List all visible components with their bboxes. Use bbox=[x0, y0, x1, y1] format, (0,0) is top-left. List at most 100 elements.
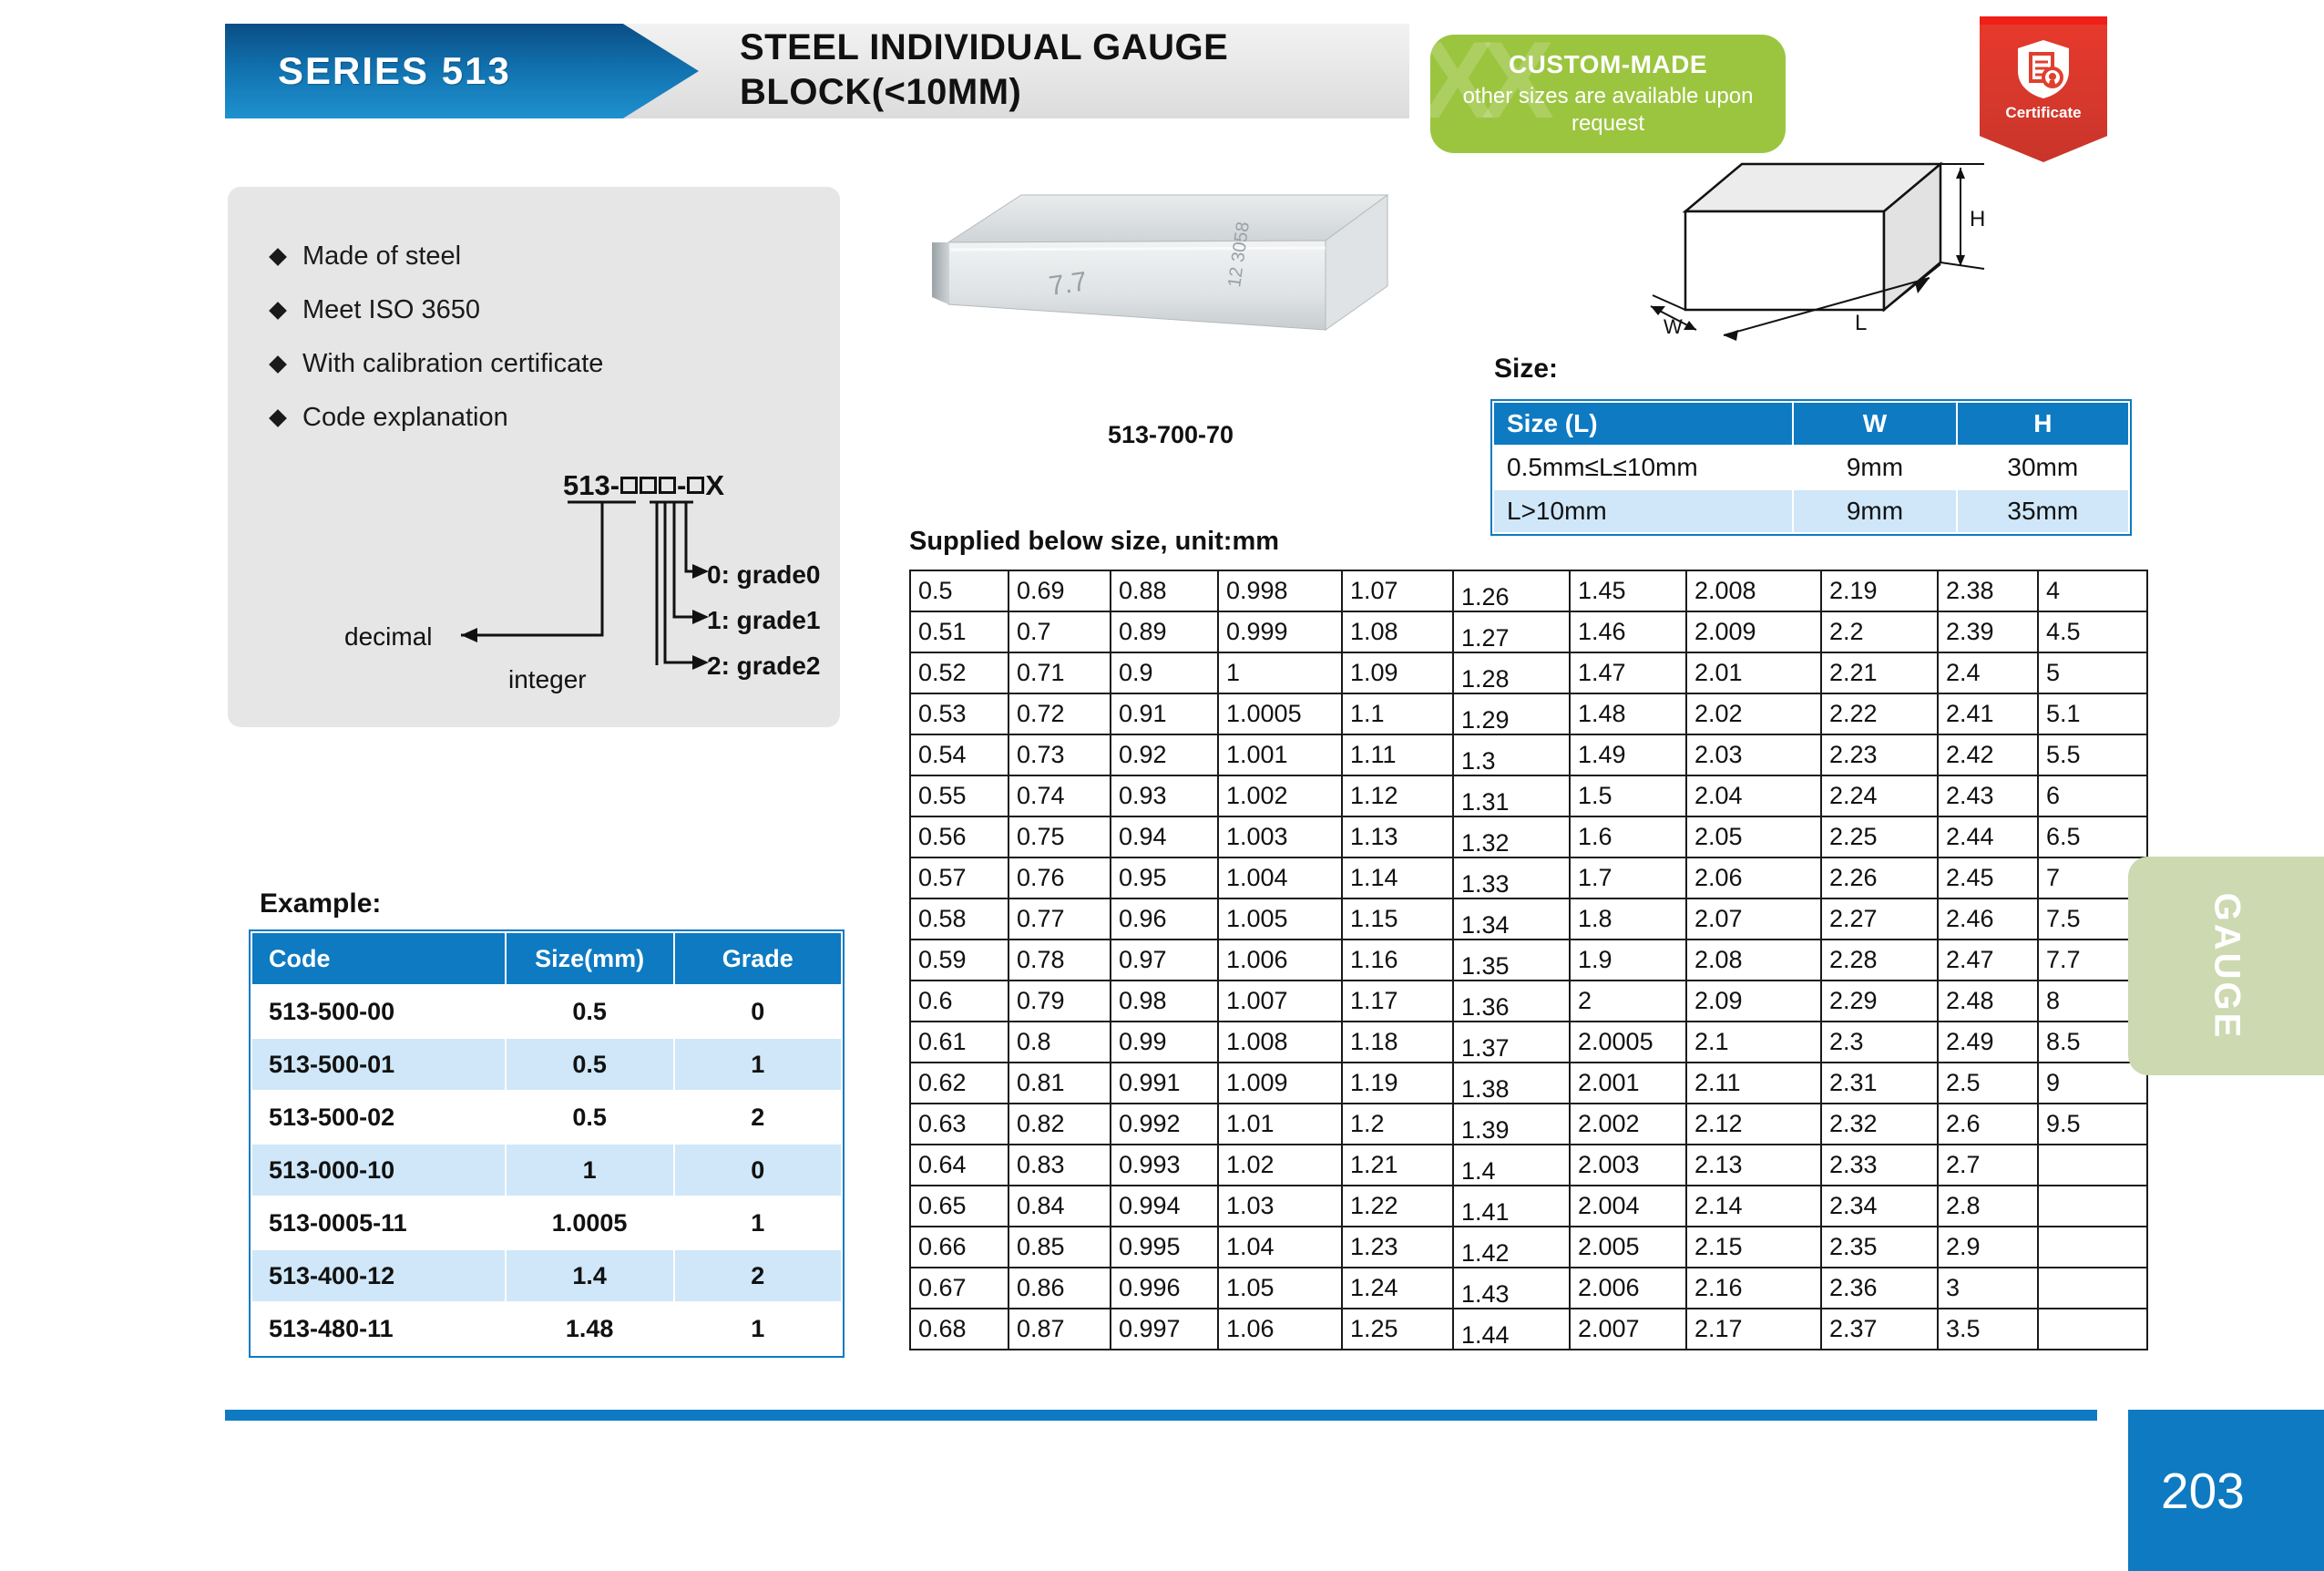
size-value-cell: 0.55 bbox=[909, 775, 1009, 817]
size-col-header: Size (L) bbox=[1491, 401, 1795, 447]
example-table: Code Size(mm) Grade 513-500-00 0.5 0 513-50… bbox=[251, 931, 843, 1356]
size-value-cell: 1.33 bbox=[1452, 857, 1571, 899]
size-value-cell: 2.002 bbox=[1569, 1103, 1687, 1145]
custom-made-banner: XX CUSTOM-MADE other sizes are available… bbox=[1430, 35, 1786, 153]
example-header-row: Code Size(mm) Grade bbox=[251, 931, 843, 986]
example-grade-cell: 1 bbox=[672, 1196, 843, 1250]
size-value-cell: 2.24 bbox=[1820, 775, 1939, 817]
size-value-cell: 1.06 bbox=[1217, 1308, 1343, 1350]
example-code-cell: 513-500-02 bbox=[251, 1090, 507, 1145]
size-value-cell: 2.03 bbox=[1685, 734, 1822, 776]
size-value-cell: 2.48 bbox=[1937, 980, 2039, 1022]
size-value-cell: 1.25 bbox=[1341, 1308, 1454, 1350]
table-row: 0.64 0.83 0.993 1.02 1.21 1.4 2.003 2.13 2.33 2.7 bbox=[909, 1144, 2148, 1186]
example-code-cell: 513-500-01 bbox=[251, 1037, 507, 1092]
size-value-cell: 1.03 bbox=[1217, 1185, 1343, 1227]
size-value-cell: 1.29 bbox=[1452, 693, 1571, 735]
example-col-header: Size(mm) bbox=[504, 931, 675, 986]
size-value-cell: 1.36 bbox=[1452, 980, 1571, 1022]
table-row: L>10mm 9mm 35mm bbox=[1491, 488, 2131, 534]
size-value-cell: 1.43 bbox=[1452, 1267, 1571, 1309]
size-value-cell: 2.008 bbox=[1685, 570, 1822, 612]
size-value-cell: 1.26 bbox=[1452, 570, 1571, 612]
size-value-cell bbox=[2037, 1185, 2148, 1227]
table-row: 513-000-10 1 0 bbox=[251, 1143, 843, 1197]
size-cell: 30mm bbox=[1955, 445, 2131, 490]
size-value-cell: 1.7 bbox=[1569, 857, 1687, 899]
size-value-cell: 2.31 bbox=[1820, 1062, 1939, 1104]
example-size-cell: 1 bbox=[504, 1143, 675, 1197]
example-size-cell: 1.0005 bbox=[504, 1196, 675, 1250]
example-grade-cell: 0 bbox=[672, 1143, 843, 1197]
size-value-cell: 2.33 bbox=[1820, 1144, 1939, 1186]
size-value-cell: 0.92 bbox=[1110, 734, 1219, 776]
size-table-header-row: Size (L) W H bbox=[1491, 401, 2131, 447]
page-number: 203 bbox=[2161, 1462, 2245, 1519]
size-value-cell: 0.83 bbox=[1008, 1144, 1111, 1186]
example-col-header: Grade bbox=[672, 931, 843, 986]
size-value-cell: 1.003 bbox=[1217, 816, 1343, 858]
size-value-cell: 0.71 bbox=[1008, 652, 1111, 694]
size-value-cell: 2.009 bbox=[1685, 611, 1822, 653]
size-value-cell: 2.09 bbox=[1685, 980, 1822, 1022]
code-explanation-diagram: 513- - X decimal integer 0 bbox=[344, 469, 821, 697]
size-value-cell: 0.73 bbox=[1008, 734, 1111, 776]
size-value-cell: 1.41 bbox=[1452, 1185, 1571, 1227]
bullet-diamond-icon bbox=[269, 354, 287, 374]
size-value-cell: 2.29 bbox=[1820, 980, 1939, 1022]
dim-h-label: H bbox=[1970, 207, 1985, 231]
certificate-badge: Certificate bbox=[1980, 16, 2107, 162]
size-value-cell: 0.96 bbox=[1110, 898, 1219, 940]
size-value-cell: 2.42 bbox=[1937, 734, 2039, 776]
size-table: Size (L) W H 0.5mm≤L≤10mm 9mm 30mm L>10m… bbox=[1491, 401, 2131, 534]
size-value-cell: 2.0005 bbox=[1569, 1021, 1687, 1063]
size-value-cell: 2.04 bbox=[1685, 775, 1822, 817]
product-code-caption: 513-700-70 bbox=[1107, 421, 1234, 448]
section-side-tab: GAUGE bbox=[2128, 857, 2324, 1075]
example-size-cell: 0.5 bbox=[504, 984, 675, 1039]
size-value-cell bbox=[2037, 1308, 2148, 1350]
example-code-cell: 513-000-10 bbox=[251, 1143, 507, 1197]
size-cell: 35mm bbox=[1955, 488, 2131, 534]
table-row: 0.59 0.78 0.97 1.006 1.16 1.35 1.9 2.08 2.28 2.47… bbox=[909, 939, 2148, 981]
size-value-cell: 5 bbox=[2037, 652, 2148, 694]
feature-label: With calibration certificate bbox=[302, 349, 604, 378]
size-table-wrapper: Size (L) W H 0.5mm≤L≤10mm 9mm 30mm L>10m… bbox=[1490, 399, 2132, 536]
grade-option-2: 2: grade2 bbox=[707, 652, 821, 680]
table-row: 0.57 0.76 0.95 1.004 1.14 1.33 1.7 2.06 2.26 2.45… bbox=[909, 857, 2148, 899]
size-value-cell: 0.6 bbox=[909, 980, 1009, 1022]
size-value-cell: 2.36 bbox=[1820, 1267, 1939, 1309]
size-value-cell: 2.004 bbox=[1569, 1185, 1687, 1227]
size-value-cell: 2.22 bbox=[1820, 693, 1939, 735]
size-value-cell: 1.07 bbox=[1341, 570, 1454, 612]
size-value-cell: 2.5 bbox=[1937, 1062, 2039, 1104]
size-value-cell: 1.4 bbox=[1452, 1144, 1571, 1186]
table-row: 0.62 0.81 0.991 1.009 1.19 1.38 2.001 2.11 2.31 2… bbox=[909, 1062, 2148, 1104]
dim-w-label: W bbox=[1664, 315, 1683, 338]
size-value-cell: 3.5 bbox=[1937, 1308, 2039, 1350]
size-value-cell: 1.44 bbox=[1452, 1308, 1571, 1350]
size-value-cell: 2.38 bbox=[1937, 570, 2039, 612]
size-value-cell: 1.12 bbox=[1341, 775, 1454, 817]
badge-top-bar bbox=[1980, 16, 2107, 25]
size-value-cell: 1.19 bbox=[1341, 1062, 1454, 1104]
feature-label: Made of steel bbox=[302, 241, 462, 271]
size-value-cell: 1.04 bbox=[1217, 1226, 1343, 1268]
table-row: 0.67 0.86 0.996 1.05 1.24 1.43 2.006 2.16 2.36 3 bbox=[909, 1267, 2148, 1309]
table-row: 0.6 0.79 0.98 1.007 1.17 1.36 2 2.09 2.29 2.48 8 bbox=[909, 980, 2148, 1022]
size-value-cell: 2.45 bbox=[1937, 857, 2039, 899]
size-value-cell: 1.6 bbox=[1569, 816, 1687, 858]
size-value-cell: 2.14 bbox=[1685, 1185, 1822, 1227]
size-cell: 9mm bbox=[1792, 445, 1958, 490]
size-value-cell: 0.97 bbox=[1110, 939, 1219, 981]
size-value-cell: 2.21 bbox=[1820, 652, 1939, 694]
features-panel: Made of steel Meet ISO 3650 With calibra… bbox=[228, 187, 840, 727]
size-value-cell: 1.08 bbox=[1341, 611, 1454, 653]
size-value-cell: 2.49 bbox=[1937, 1021, 2039, 1063]
size-value-cell: 2.47 bbox=[1937, 939, 2039, 981]
size-value-cell: 2.01 bbox=[1685, 652, 1822, 694]
size-value-cell: 0.93 bbox=[1110, 775, 1219, 817]
bullet-diamond-icon bbox=[269, 247, 287, 266]
feature-item: Made of steel bbox=[269, 241, 603, 272]
